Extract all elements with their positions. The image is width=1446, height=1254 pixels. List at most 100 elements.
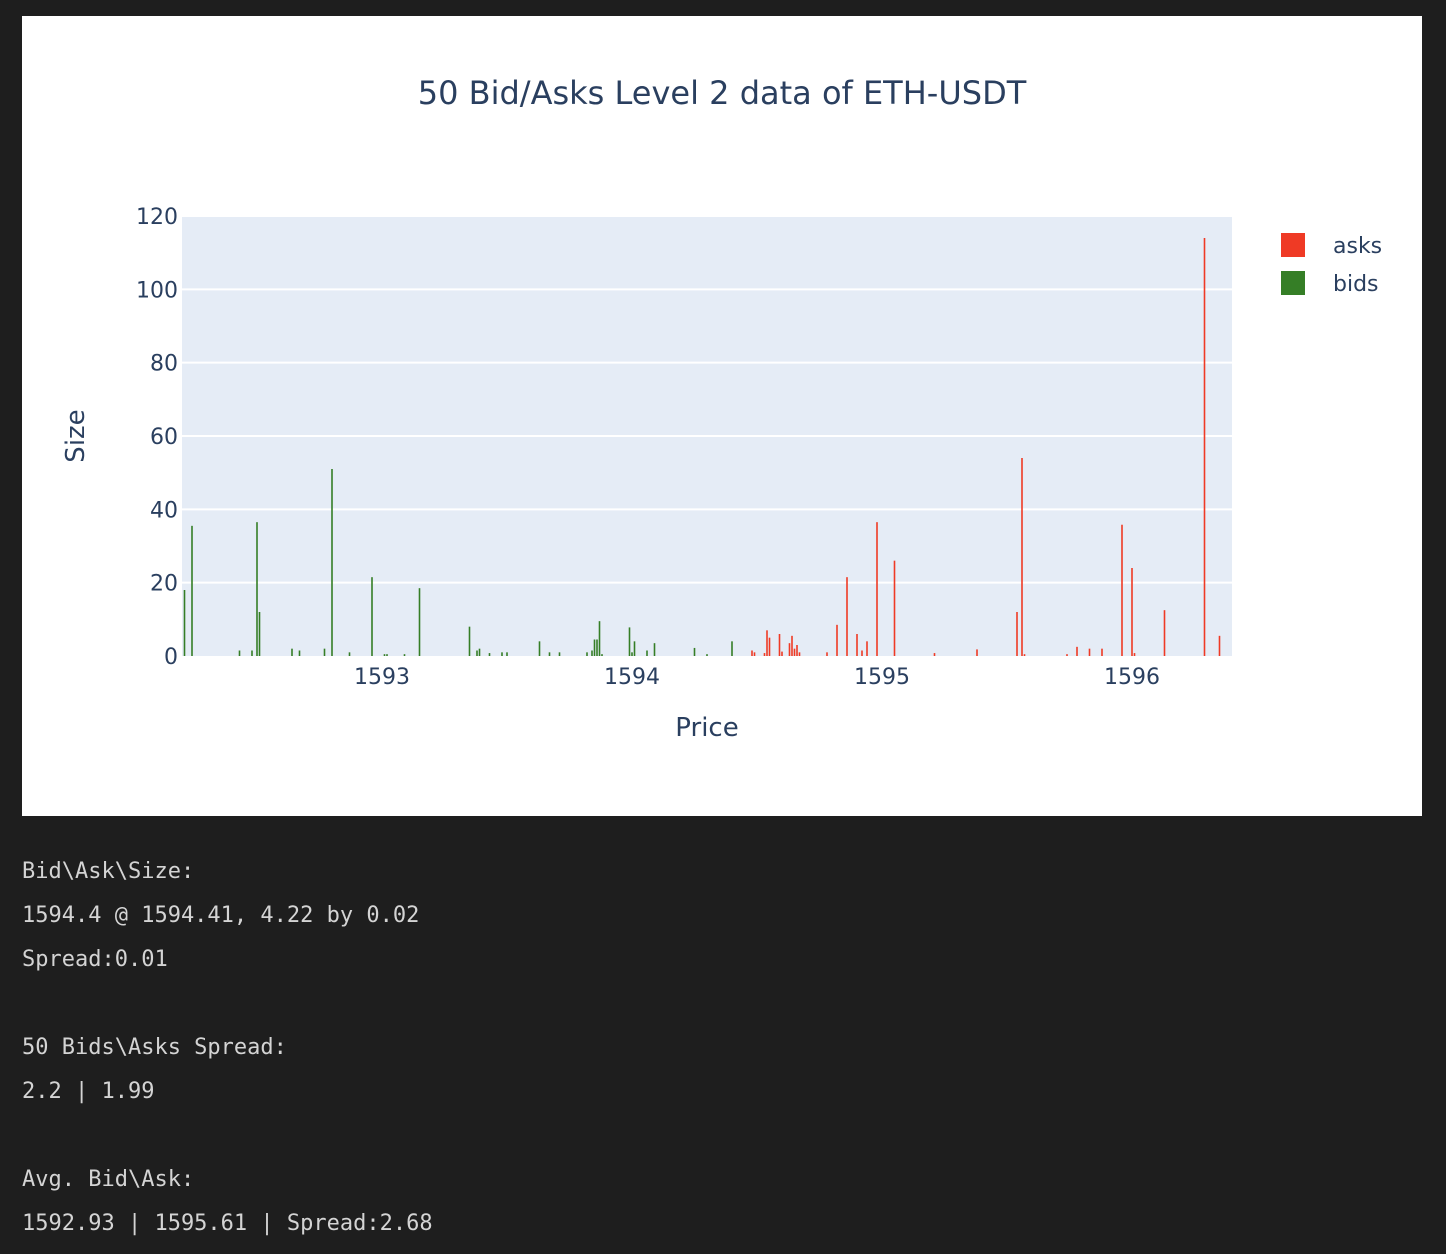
bar-bids[interactable] (488, 653, 491, 656)
bid-ask-size-header: Bid\Ask\Size: (22, 859, 195, 884)
bar-bids[interactable] (386, 654, 388, 656)
bar-asks[interactable] (1203, 238, 1206, 656)
y-axis-title: Size (61, 409, 91, 462)
bar-bids[interactable] (631, 652, 633, 656)
bar-asks[interactable] (1023, 654, 1026, 656)
legend-swatch-asks (1281, 233, 1305, 257)
legend-label-asks[interactable]: asks (1333, 234, 1382, 259)
bar-bids[interactable] (593, 639, 596, 657)
y-tick-label: 40 (150, 498, 178, 523)
bar-asks[interactable] (751, 650, 753, 657)
bar-bids[interactable] (706, 654, 708, 656)
bar-bids[interactable] (478, 648, 481, 656)
y-tick-label: 20 (150, 572, 178, 597)
bar-bids[interactable] (693, 647, 696, 656)
bar-asks[interactable] (1131, 568, 1133, 656)
bar-asks[interactable] (763, 653, 766, 656)
legend-label-bids[interactable]: bids (1333, 272, 1379, 297)
bar-asks[interactable] (861, 650, 863, 657)
bar-bids[interactable] (348, 652, 351, 656)
bar-bids[interactable] (331, 469, 333, 656)
bar-bids[interactable] (646, 650, 648, 657)
bar-asks[interactable] (766, 630, 768, 656)
bar-asks[interactable] (876, 522, 878, 656)
bar-asks[interactable] (781, 651, 783, 656)
bar-bids[interactable] (183, 590, 186, 656)
x-tick-label: 1594 (604, 665, 660, 690)
bar-asks[interactable] (1163, 610, 1166, 656)
bar-asks[interactable] (1101, 648, 1103, 656)
chart-title: 50 Bid/Asks Level 2 data of ETH-USDT (418, 74, 1027, 112)
bar-asks[interactable] (1218, 635, 1221, 656)
bar-bids[interactable] (323, 648, 326, 656)
bar-bids[interactable] (633, 641, 636, 656)
blank-line (22, 982, 1422, 1026)
bar-asks[interactable] (1133, 653, 1136, 656)
bar-bids[interactable] (591, 650, 593, 657)
bar-bids[interactable] (468, 626, 471, 656)
bar-asks[interactable] (753, 652, 756, 656)
x-tick-label: 1593 (354, 665, 410, 690)
bar-bids[interactable] (403, 654, 406, 656)
bar-bids[interactable] (256, 522, 258, 656)
bar-asks[interactable] (893, 560, 896, 656)
bar-bids[interactable] (258, 612, 261, 656)
bar-asks[interactable] (826, 652, 828, 656)
x-tick-label: 1596 (1104, 665, 1160, 690)
bar-bids[interactable] (596, 639, 598, 657)
bar-bids[interactable] (238, 650, 241, 657)
bar-bids[interactable] (601, 654, 603, 656)
x-tick-label: 1595 (854, 665, 910, 690)
bar-bids[interactable] (628, 627, 631, 656)
bar-asks[interactable] (798, 652, 801, 656)
bar-asks[interactable] (976, 649, 978, 656)
bar-asks[interactable] (793, 648, 796, 656)
bar-bids[interactable] (191, 525, 193, 656)
bids-asks-spread-values: 2.2 | 1.99 (22, 1079, 155, 1104)
grid-lines (182, 215, 1232, 584)
plot-container: 50 Bid/Asks Level 2 data of ETH-USDT 159… (22, 16, 1422, 816)
bar-asks[interactable] (778, 634, 781, 656)
bids-asks-spread-header: 50 Bids\Asks Spread: (22, 1035, 287, 1060)
bar-asks[interactable] (788, 643, 791, 656)
bar-asks[interactable] (1088, 648, 1091, 656)
chart-svg: 50 Bid/Asks Level 2 data of ETH-USDT 159… (61, 74, 1382, 743)
bar-bids[interactable] (538, 641, 541, 656)
bar-bids[interactable] (251, 650, 253, 657)
bar-asks[interactable] (768, 637, 771, 656)
bar-bids[interactable] (586, 652, 588, 656)
y-tick-labels: 0 20 40 60 80 100 120 (136, 205, 178, 670)
bar-bids[interactable] (506, 652, 508, 656)
bar-bids[interactable] (598, 621, 601, 656)
legend[interactable]: asks bids (1281, 233, 1382, 297)
bar-bids[interactable] (418, 588, 421, 656)
avg-bid-ask-values: 1592.93 | 1595.61 | Spread:2.68 (22, 1211, 433, 1236)
bar-bids[interactable] (548, 652, 551, 656)
bar-asks[interactable] (856, 634, 858, 656)
bar-bids[interactable] (731, 641, 733, 656)
bar-asks[interactable] (1066, 654, 1068, 656)
bar-asks[interactable] (836, 624, 838, 656)
bar-bids[interactable] (291, 648, 293, 656)
legend-swatch-bids (1281, 271, 1305, 295)
bar-bids[interactable] (371, 577, 373, 656)
bar-bids[interactable] (383, 654, 386, 656)
bar-bids[interactable] (558, 652, 561, 656)
y-tick-label: 100 (136, 278, 178, 303)
bar-asks[interactable] (846, 577, 848, 656)
bar-bids[interactable] (501, 652, 503, 656)
bar-bids[interactable] (653, 643, 656, 656)
bar-asks[interactable] (796, 645, 798, 656)
bar-bids[interactable] (476, 650, 478, 657)
bar-asks[interactable] (866, 641, 868, 656)
avg-bid-ask-header: Avg. Bid\Ask: (22, 1167, 195, 1192)
bar-asks[interactable] (1121, 524, 1123, 656)
bar-asks[interactable] (791, 635, 793, 656)
bar-bids[interactable] (298, 650, 301, 657)
cell-output: Bid\Ask\Size: 1594.4 @ 1594.41, 4.22 by … (22, 850, 1422, 1246)
bar-asks[interactable] (1016, 612, 1018, 656)
bar-asks[interactable] (933, 653, 936, 656)
y-tick-label: 0 (164, 645, 178, 670)
bar-asks[interactable] (1021, 458, 1023, 656)
bar-asks[interactable] (1076, 646, 1078, 656)
